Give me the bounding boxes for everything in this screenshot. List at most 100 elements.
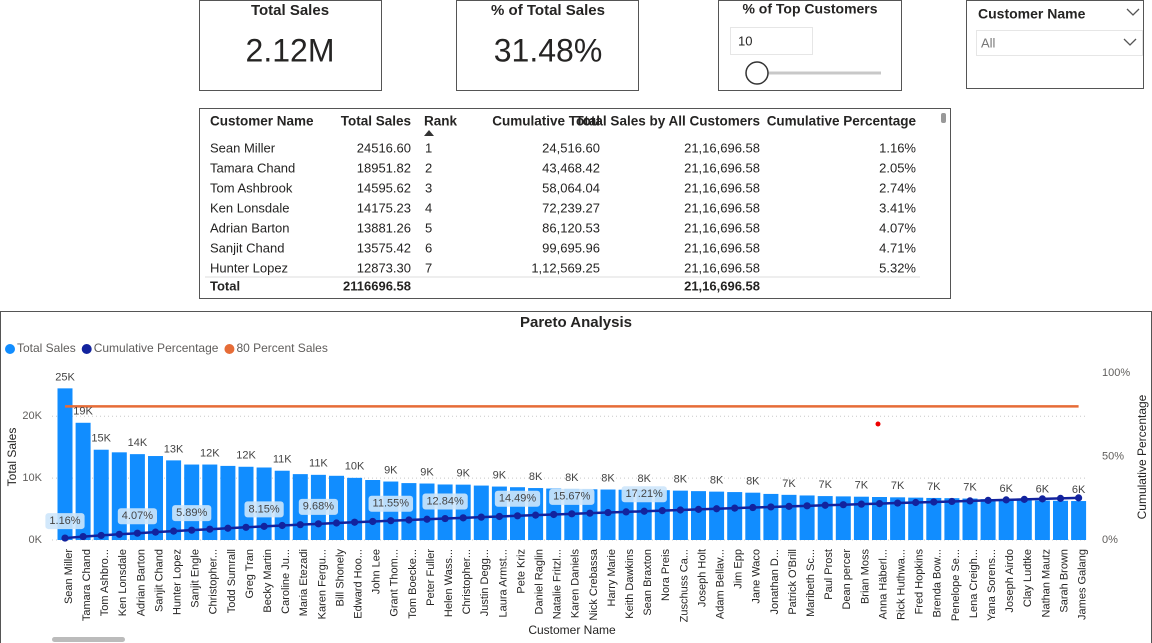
x-tick-label: Pete Kriz bbox=[515, 549, 527, 594]
legend-marker bbox=[5, 344, 15, 354]
slicer-input[interactable] bbox=[730, 27, 813, 55]
bar bbox=[890, 497, 906, 540]
x-tick-label: Clay Ludtke bbox=[1022, 549, 1034, 607]
table-cell: 13881.26 bbox=[357, 220, 411, 235]
line-dot bbox=[351, 518, 359, 526]
table-cell: 4.07% bbox=[879, 220, 916, 235]
table-cell: 24,516.60 bbox=[542, 140, 600, 155]
data-label-bg bbox=[549, 488, 595, 505]
x-tick-label: Nathan Mautz bbox=[1040, 549, 1052, 617]
sort-arrow[interactable] bbox=[424, 130, 434, 136]
line-dot bbox=[170, 527, 178, 535]
bar bbox=[636, 489, 652, 540]
slicer-input-value: 10 bbox=[738, 33, 752, 48]
line-dot bbox=[278, 521, 286, 530]
data-label: 9K bbox=[456, 468, 470, 480]
data-label: 12.84% bbox=[426, 495, 464, 507]
x-tick-label: Greg Tran bbox=[244, 549, 256, 599]
bar bbox=[835, 496, 851, 540]
x-tick-label: Paul Prost bbox=[823, 549, 835, 600]
data-label: 12K bbox=[200, 447, 220, 459]
bar bbox=[709, 491, 725, 540]
chevron-icon[interactable] bbox=[1126, 8, 1140, 16]
table-cell: 14595.62 bbox=[357, 180, 411, 195]
bar bbox=[57, 388, 73, 540]
line-dot bbox=[133, 529, 141, 537]
bar bbox=[654, 490, 670, 540]
line-dot bbox=[948, 497, 956, 506]
x-tick-label: Joseph Holt bbox=[696, 549, 708, 607]
x-tick-label: Tom Ashbro... bbox=[99, 549, 111, 616]
data-label: 14.49% bbox=[499, 493, 537, 505]
card-value: 2.12M bbox=[246, 32, 335, 68]
table-cell: 21,16,696.58 bbox=[684, 260, 760, 275]
data-label: 8K bbox=[674, 474, 688, 486]
data-label: 9K bbox=[420, 466, 434, 478]
bar bbox=[926, 497, 942, 540]
line-dot bbox=[206, 525, 214, 533]
x-tick-label: Patrick O'Brill bbox=[787, 549, 799, 615]
chart-scrollbar[interactable] bbox=[52, 637, 125, 642]
line-dot bbox=[405, 516, 413, 524]
card-title: Total Sales bbox=[251, 2, 329, 19]
table-cell: 3 bbox=[425, 180, 432, 195]
line-dot bbox=[188, 526, 196, 534]
x-tick-label: Fred Hopkins bbox=[914, 549, 926, 615]
x-tick-label: Zuschuss Ca... bbox=[678, 549, 690, 622]
line-dot bbox=[387, 517, 395, 525]
dropdown[interactable] bbox=[976, 30, 1143, 56]
bar bbox=[148, 456, 163, 540]
table-cell: 13575.42 bbox=[357, 240, 411, 255]
data-label: 8K bbox=[529, 471, 543, 483]
table-cell: 14175.23 bbox=[357, 200, 411, 215]
card-frame bbox=[456, 0, 639, 91]
data-label: 6K bbox=[1036, 483, 1050, 495]
bar bbox=[799, 495, 815, 540]
data-label: 5.89% bbox=[176, 507, 207, 519]
table-cell: 1,12,569.25 bbox=[531, 260, 600, 275]
bar bbox=[727, 492, 743, 540]
data-label: 15K bbox=[91, 433, 111, 445]
x-tick-label: Becky Martin bbox=[262, 549, 274, 613]
table-cell: Adrian Barton bbox=[210, 220, 290, 235]
bar bbox=[763, 493, 779, 540]
chevron-icon bbox=[1123, 38, 1137, 46]
data-label-bg bbox=[45, 513, 85, 530]
line-dot bbox=[694, 505, 703, 513]
line-dot bbox=[495, 512, 503, 521]
line-dot bbox=[1002, 496, 1010, 504]
x-tick-label: Tom Boecke... bbox=[407, 549, 419, 619]
column-header: Customer Name bbox=[210, 114, 314, 129]
table-scrollbar[interactable] bbox=[941, 113, 946, 123]
bar bbox=[817, 496, 833, 540]
bar bbox=[473, 485, 489, 540]
x-axis-title: Customer Name bbox=[528, 623, 616, 637]
x-tick-label: Ken Lonsdale bbox=[117, 549, 129, 616]
x-tick-label: Sanjit Engle bbox=[190, 549, 202, 608]
bar bbox=[672, 490, 688, 540]
line-dot bbox=[314, 520, 322, 528]
legend-label: Total Sales bbox=[17, 341, 76, 355]
bar bbox=[853, 496, 869, 540]
x-tick-label: Edward Hoo... bbox=[353, 549, 365, 619]
table-cell: 21,16,696.58 bbox=[684, 180, 760, 195]
bar bbox=[872, 497, 887, 540]
line-dot bbox=[930, 498, 938, 506]
x-tick-label: Christopher... bbox=[208, 549, 220, 614]
data-label: 9K bbox=[493, 469, 507, 481]
line-dot bbox=[749, 503, 757, 512]
x-tick-label: Grant Thom... bbox=[389, 549, 401, 617]
x-tick-label: Brian Moss bbox=[859, 549, 871, 605]
slider-thumb[interactable] bbox=[745, 61, 769, 85]
y-tick-label: 20K bbox=[22, 410, 42, 422]
data-label: 6K bbox=[999, 483, 1013, 495]
card-frame bbox=[199, 0, 382, 91]
column-header: Total Sales bbox=[341, 114, 411, 129]
line-dot bbox=[115, 530, 123, 538]
y-tick-label: 10K bbox=[22, 472, 42, 484]
table-cell: 1.16% bbox=[879, 140, 916, 155]
table-cell: 2.05% bbox=[879, 160, 916, 175]
line-dot bbox=[369, 517, 377, 526]
data-label: 8K bbox=[710, 475, 724, 487]
